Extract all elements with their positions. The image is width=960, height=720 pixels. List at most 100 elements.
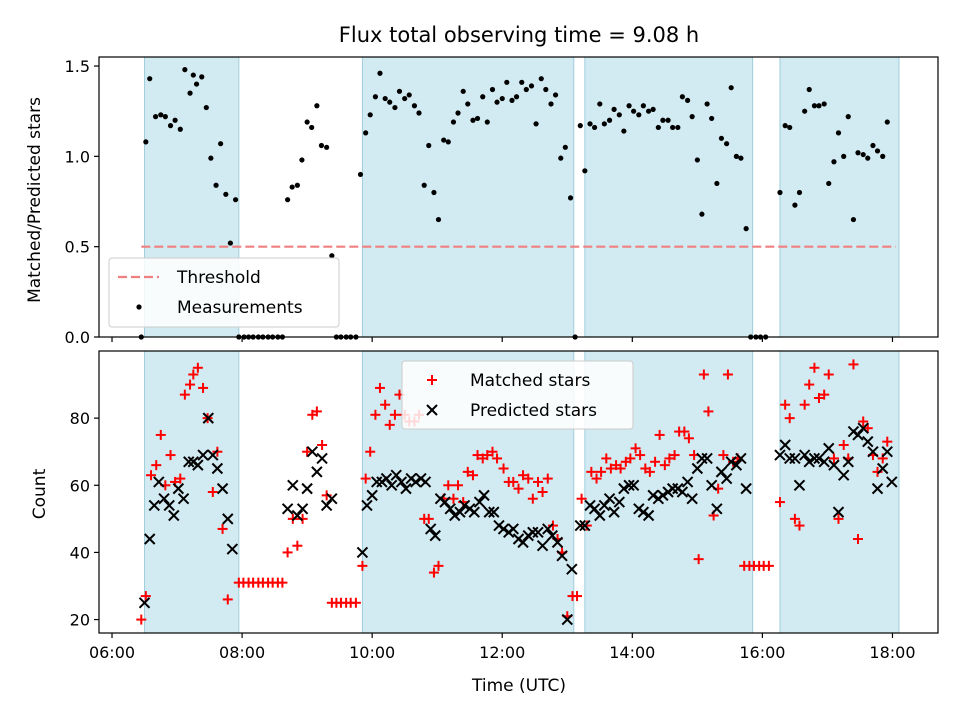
matched-stars-point bbox=[175, 473, 186, 484]
measurement-point bbox=[143, 139, 149, 145]
matched-stars-point bbox=[799, 399, 810, 410]
marker-stroke bbox=[429, 529, 441, 542]
measurement-point bbox=[816, 103, 822, 109]
matched-stars-point bbox=[586, 466, 597, 477]
measurement-point bbox=[685, 97, 691, 103]
marker-stroke bbox=[603, 493, 616, 505]
bottom-legend: Matched stars Predicted stars bbox=[401, 360, 634, 430]
marker-stroke bbox=[730, 459, 743, 471]
predicted-stars-point bbox=[579, 519, 591, 532]
marker-stroke bbox=[222, 513, 234, 525]
marker-stroke bbox=[701, 452, 713, 465]
marker-stroke bbox=[556, 550, 568, 562]
measurement-point bbox=[528, 83, 535, 89]
x-axis-label: Time (UTC) bbox=[471, 676, 566, 696]
measurement-point bbox=[382, 95, 388, 102]
matched-stars-point bbox=[703, 406, 714, 417]
measurement-point bbox=[402, 95, 408, 102]
marker-stroke bbox=[202, 412, 214, 424]
marker-stroke bbox=[226, 543, 239, 555]
measurement-point bbox=[285, 197, 291, 203]
matched-stars-point bbox=[302, 446, 313, 457]
measurement-point bbox=[199, 74, 205, 80]
measurement-point bbox=[631, 108, 637, 114]
marker-stroke bbox=[158, 493, 170, 505]
bottom-y-axis-label: Count bbox=[30, 468, 50, 519]
marker-stroke bbox=[735, 452, 747, 465]
matched-stars-point bbox=[136, 614, 147, 625]
measurement-point bbox=[387, 99, 393, 105]
matched-stars-point bbox=[794, 520, 805, 531]
measurement-point bbox=[357, 171, 364, 178]
top-shaded-interval bbox=[361, 56, 575, 338]
predicted-stars-point bbox=[877, 462, 889, 475]
marker-stroke bbox=[296, 503, 309, 515]
predicted-stars-point bbox=[871, 482, 884, 495]
legend-entry-label: Matched stars bbox=[470, 371, 590, 391]
measurement-point bbox=[465, 101, 471, 107]
predicted-stars-point bbox=[818, 456, 830, 468]
matched-stars-point bbox=[292, 540, 303, 551]
predicted-stars-point bbox=[867, 446, 879, 458]
marker-stroke bbox=[385, 479, 398, 491]
marker-stroke bbox=[740, 482, 752, 495]
marker-stroke bbox=[566, 563, 578, 575]
marker-stroke bbox=[478, 489, 490, 502]
matched-stars-point bbox=[482, 450, 493, 461]
predicted-stars-point bbox=[681, 476, 694, 488]
predicted-stars-point bbox=[542, 523, 554, 535]
matched-stars-point bbox=[813, 393, 824, 403]
marker-stroke bbox=[361, 499, 373, 512]
measurement-point bbox=[167, 123, 174, 129]
measurement-point bbox=[543, 86, 549, 93]
marker-stroke bbox=[454, 506, 466, 518]
matched-stars-point bbox=[533, 476, 544, 487]
matched-stars-point bbox=[833, 513, 844, 524]
matched-stars-point bbox=[389, 409, 400, 420]
marker-stroke bbox=[419, 476, 432, 488]
matched-stars-point bbox=[804, 379, 815, 390]
predicted-stars-point bbox=[395, 476, 408, 488]
measurement-point bbox=[299, 157, 305, 163]
top-y-tick-label: 1.5 bbox=[65, 57, 90, 76]
measurement-point bbox=[294, 182, 300, 188]
predicted-stars-point bbox=[686, 493, 698, 505]
bottom-y-tick-label: 80 bbox=[70, 409, 90, 428]
legend-box bbox=[401, 360, 634, 430]
marker-stroke bbox=[163, 499, 175, 512]
measurement-point bbox=[733, 153, 739, 159]
matched-stars-point bbox=[654, 429, 665, 440]
measurement-point bbox=[645, 108, 652, 114]
matched-stars-point bbox=[311, 406, 322, 417]
matched-stars-point bbox=[433, 560, 444, 571]
matched-stars-point bbox=[282, 547, 293, 558]
marker-stroke bbox=[148, 499, 160, 512]
predicted-stars-point bbox=[740, 482, 752, 495]
measurement-point bbox=[147, 76, 153, 82]
matched-stars-point bbox=[155, 429, 166, 440]
predicted-stars-point bbox=[281, 503, 294, 515]
predicted-stars-point bbox=[216, 482, 229, 495]
marker-stroke bbox=[676, 486, 689, 498]
predicted-stars-point bbox=[627, 479, 640, 491]
matched-stars-point bbox=[207, 487, 218, 497]
measurement-point bbox=[597, 101, 603, 107]
marker-stroke bbox=[356, 546, 369, 559]
top-y-tick-label: 0.0 bbox=[65, 328, 90, 347]
predicted-stars-point bbox=[517, 536, 529, 549]
bottom-x-tick-label: 12:00 bbox=[479, 643, 525, 662]
measurement-point bbox=[552, 92, 559, 98]
predicted-stars-point bbox=[320, 499, 333, 512]
predicted-stars-point bbox=[385, 479, 398, 491]
measurement-point bbox=[304, 119, 310, 125]
top-legend: Threshold Measurements bbox=[108, 257, 340, 328]
predicted-stars-point bbox=[172, 482, 185, 495]
marker-stroke bbox=[320, 499, 333, 512]
bottom-axes-frame bbox=[98, 350, 939, 634]
marker-stroke bbox=[532, 526, 544, 538]
marker-stroke bbox=[473, 496, 486, 508]
predicted-stars-point bbox=[163, 499, 175, 512]
measurement-point bbox=[309, 124, 315, 131]
measurement-point bbox=[460, 88, 466, 94]
marker-stroke bbox=[424, 523, 437, 535]
